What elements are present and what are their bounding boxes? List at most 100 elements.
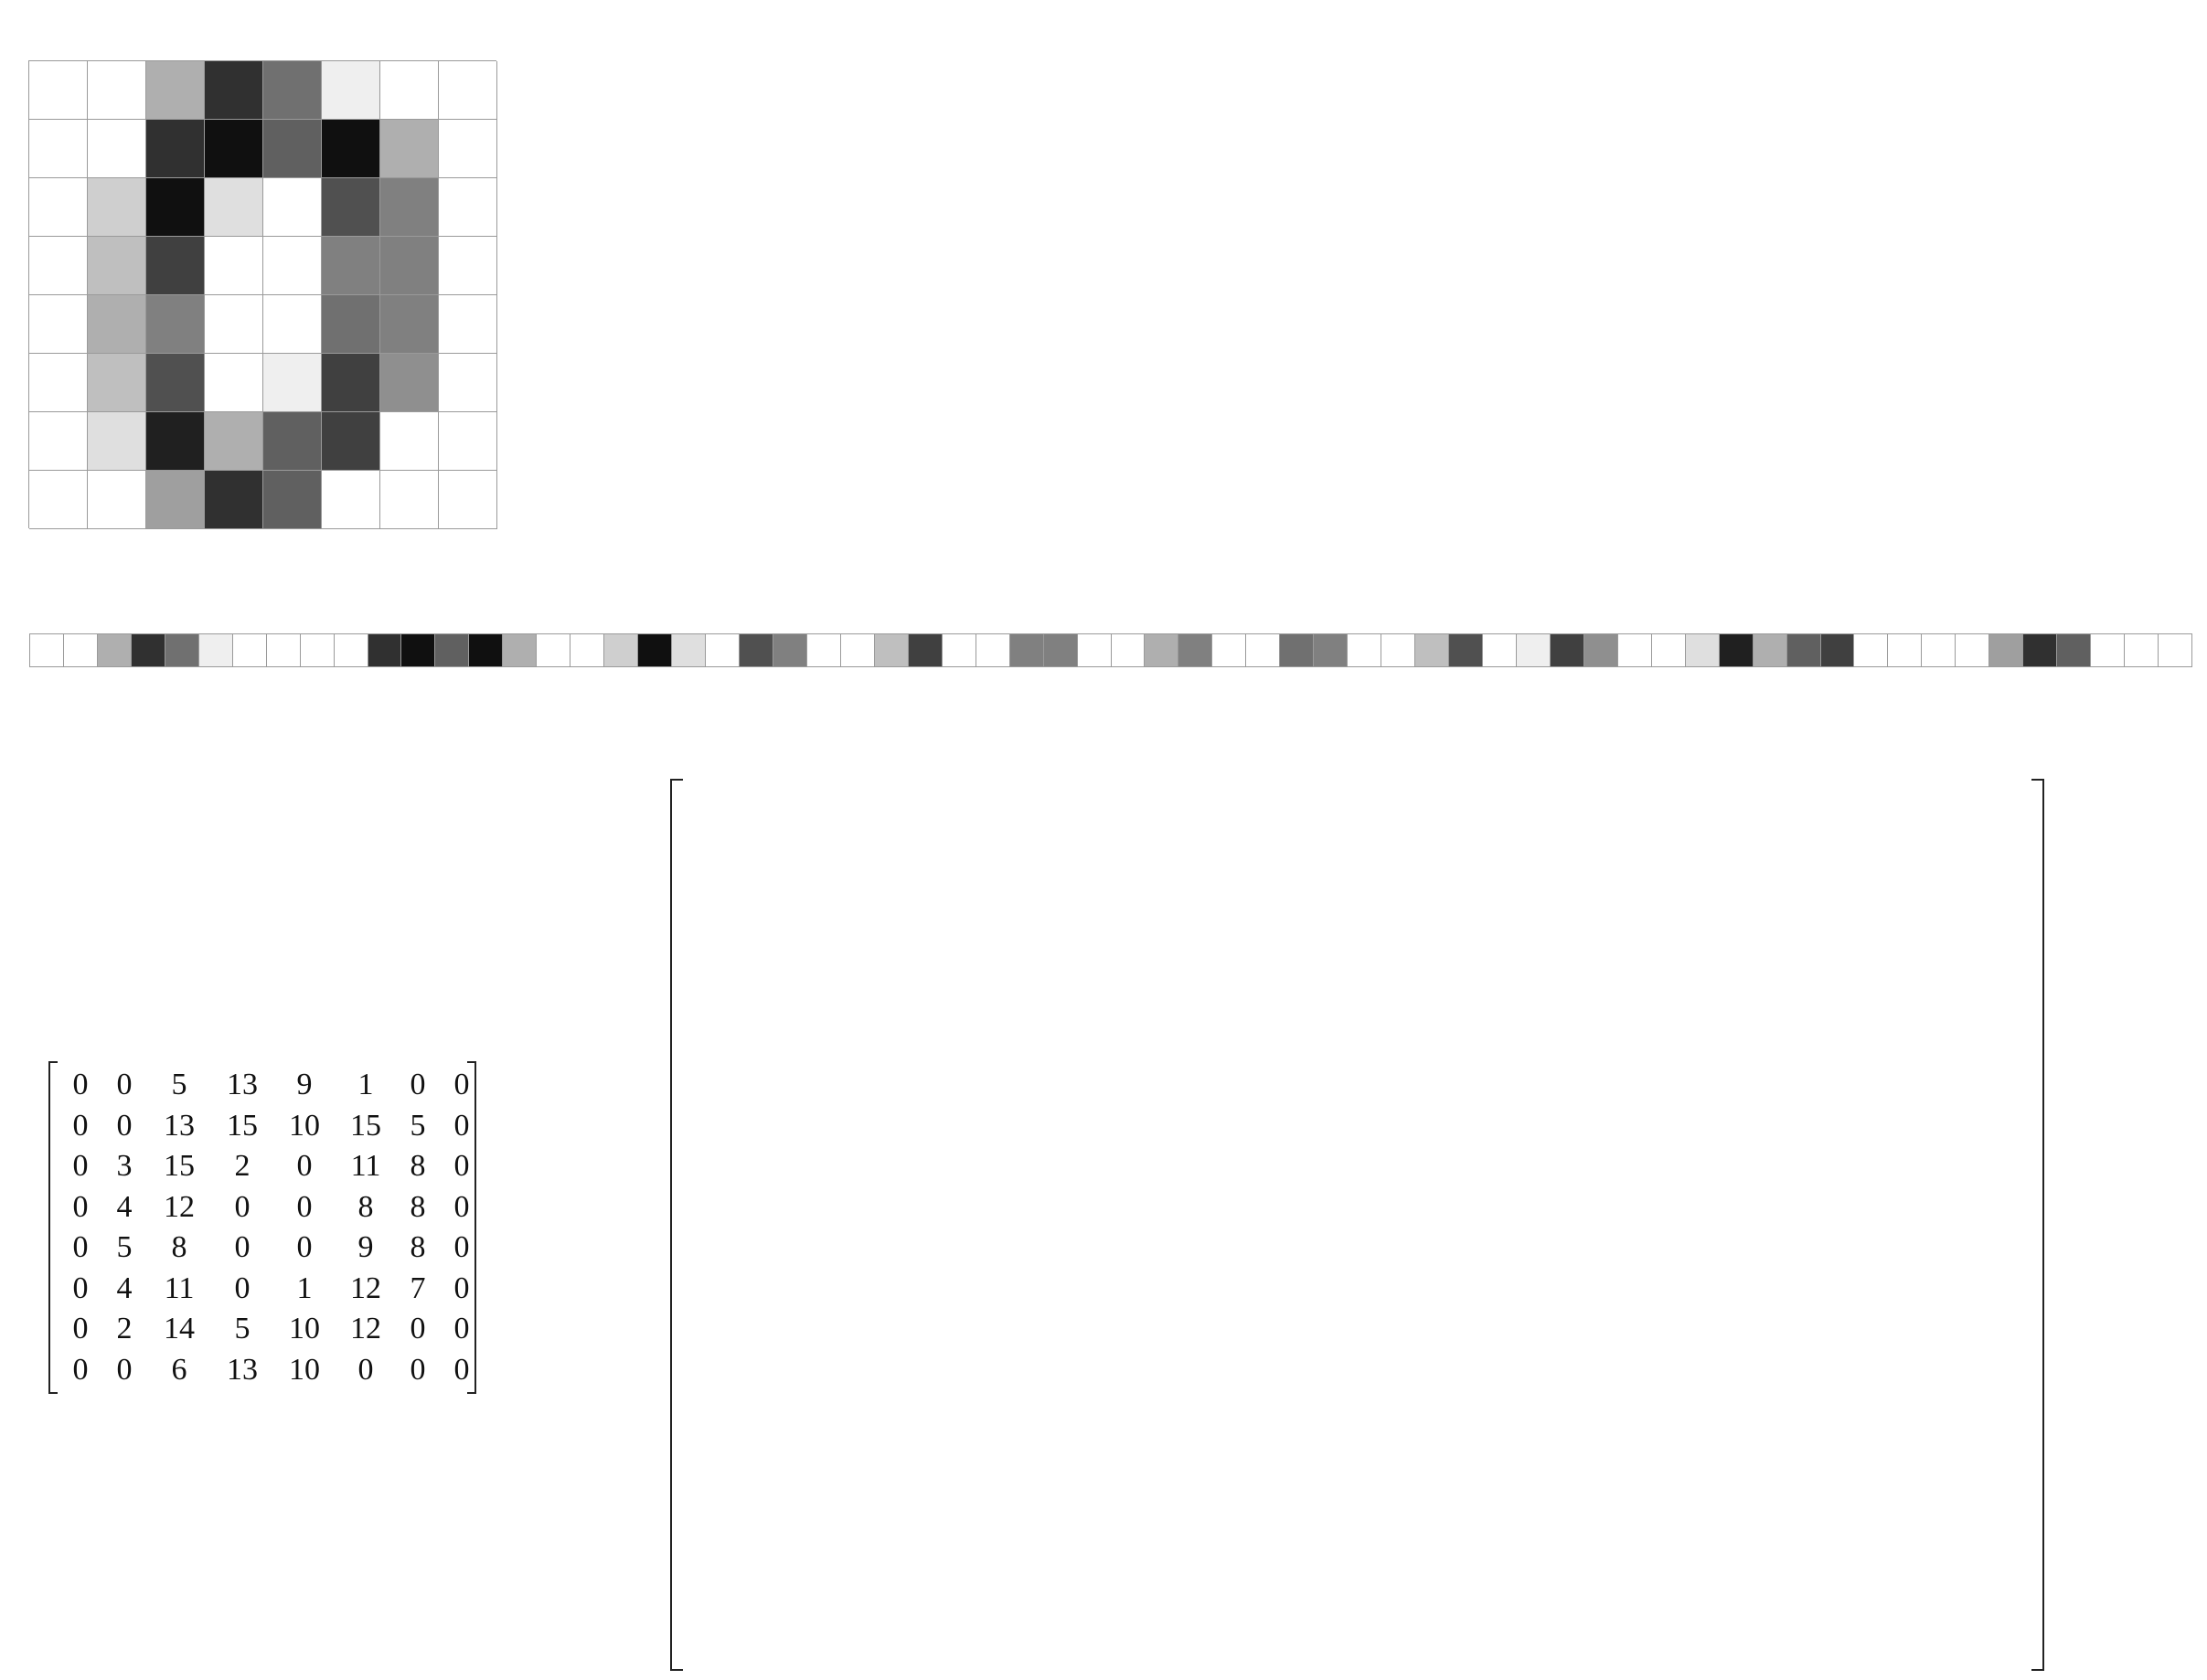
vector-cell <box>908 634 943 667</box>
matrix-value: 4 <box>116 1271 133 1305</box>
matrix-value: 0 <box>72 1108 89 1143</box>
empty-matrix-right-bracket <box>2031 779 2044 1671</box>
vector-cell <box>1888 634 1923 667</box>
pixel-cell <box>380 237 439 295</box>
matrix-value: 9 <box>296 1068 313 1102</box>
matrix-value: 15 <box>227 1108 258 1143</box>
pixel-cell <box>205 412 263 471</box>
pixel-cell <box>263 61 322 120</box>
pixel-cell <box>380 61 439 120</box>
pixel-cell <box>29 178 88 237</box>
matrix-value: 0 <box>453 1189 470 1224</box>
pixel-cell <box>263 237 322 295</box>
pixel-cell <box>88 178 146 237</box>
pixel-cell <box>88 295 146 354</box>
matrix-value: 12 <box>164 1189 195 1224</box>
vector-cell <box>2159 634 2192 667</box>
pixel-cell <box>146 237 205 295</box>
pixel-cell <box>263 120 322 178</box>
vector-cell <box>840 634 875 667</box>
vector-cell <box>232 634 267 667</box>
pixel-image-grid <box>28 60 497 529</box>
matrix-value: 0 <box>410 1312 426 1346</box>
matrix-value: 5 <box>116 1230 133 1265</box>
pixel-cell <box>322 237 380 295</box>
pixel-cell <box>322 471 380 529</box>
matrix-value: 0 <box>357 1352 374 1387</box>
matrix-value: 13 <box>164 1108 195 1143</box>
matrix-value: 11 <box>350 1149 381 1184</box>
pixel-cell <box>205 237 263 295</box>
vector-cell <box>1381 634 1416 667</box>
matrix-value: 0 <box>453 1068 470 1102</box>
matrix-left-bracket <box>48 1061 58 1394</box>
vector-cell <box>2057 634 2092 667</box>
pixel-cell <box>29 295 88 354</box>
vector-cell <box>806 634 841 667</box>
vector-cell <box>1280 634 1315 667</box>
matrix-value: 0 <box>453 1271 470 1305</box>
vector-cell <box>1009 634 1044 667</box>
pixel-cell <box>146 178 205 237</box>
vector-cell <box>1854 634 1889 667</box>
matrix-value: 13 <box>227 1352 258 1387</box>
matrix-value: 4 <box>116 1189 133 1224</box>
matrix-value: 0 <box>296 1189 313 1224</box>
matrix-value: 1 <box>357 1068 374 1102</box>
pixel-cell <box>205 295 263 354</box>
matrix-value: 15 <box>164 1149 195 1184</box>
pixel-cell <box>322 412 380 471</box>
matrix-value: 0 <box>116 1068 133 1102</box>
matrix-value: 0 <box>453 1149 470 1184</box>
pixel-cell <box>263 412 322 471</box>
vector-cell <box>1482 634 1517 667</box>
pixel-cell <box>146 120 205 178</box>
matrix-value: 0 <box>116 1352 133 1387</box>
pixel-cell <box>263 295 322 354</box>
vector-cell <box>706 634 741 667</box>
vector-cell <box>740 634 773 667</box>
vector-cell <box>503 634 538 667</box>
pixel-cell <box>380 178 439 237</box>
vector-cell <box>1989 634 2024 667</box>
matrix-value: 8 <box>410 1149 426 1184</box>
vector-cell <box>604 634 639 667</box>
pixel-cell <box>29 471 88 529</box>
vector-cell <box>570 634 605 667</box>
matrix-value: 13 <box>227 1068 258 1102</box>
pixel-cell <box>146 471 205 529</box>
matrix-value: 0 <box>116 1108 133 1143</box>
vector-cell <box>165 634 199 667</box>
pixel-cell <box>29 237 88 295</box>
pixel-cell <box>263 354 322 412</box>
matrix-value: 0 <box>72 1149 89 1184</box>
vector-cell <box>942 634 976 667</box>
matrix-value: 6 <box>171 1352 187 1387</box>
matrix-value: 0 <box>72 1068 89 1102</box>
vector-cell <box>401 634 436 667</box>
vector-cell <box>1583 634 1618 667</box>
matrix-value: 10 <box>289 1108 320 1143</box>
matrix-value: 0 <box>72 1312 89 1346</box>
matrix-value: 14 <box>164 1312 195 1346</box>
vector-cell <box>1314 634 1349 667</box>
vector-cell <box>1111 634 1146 667</box>
vector-cell <box>1449 634 1483 667</box>
vector-cell <box>2125 634 2159 667</box>
pixel-cell <box>439 412 497 471</box>
vector-cell <box>1516 634 1551 667</box>
matrix-value: 0 <box>296 1230 313 1265</box>
pixel-cell <box>205 61 263 120</box>
vector-cell <box>97 634 132 667</box>
pixel-cell <box>439 295 497 354</box>
vector-cell <box>30 634 64 667</box>
pixel-cell <box>263 178 322 237</box>
matrix-value: 0 <box>453 1312 470 1346</box>
vector-cell <box>1956 634 1990 667</box>
pixel-cell <box>88 120 146 178</box>
matrix-value: 8 <box>357 1189 374 1224</box>
vector-cell <box>537 634 571 667</box>
pixel-cell <box>29 412 88 471</box>
matrix-value: 0 <box>453 1108 470 1143</box>
pixel-cell <box>380 471 439 529</box>
